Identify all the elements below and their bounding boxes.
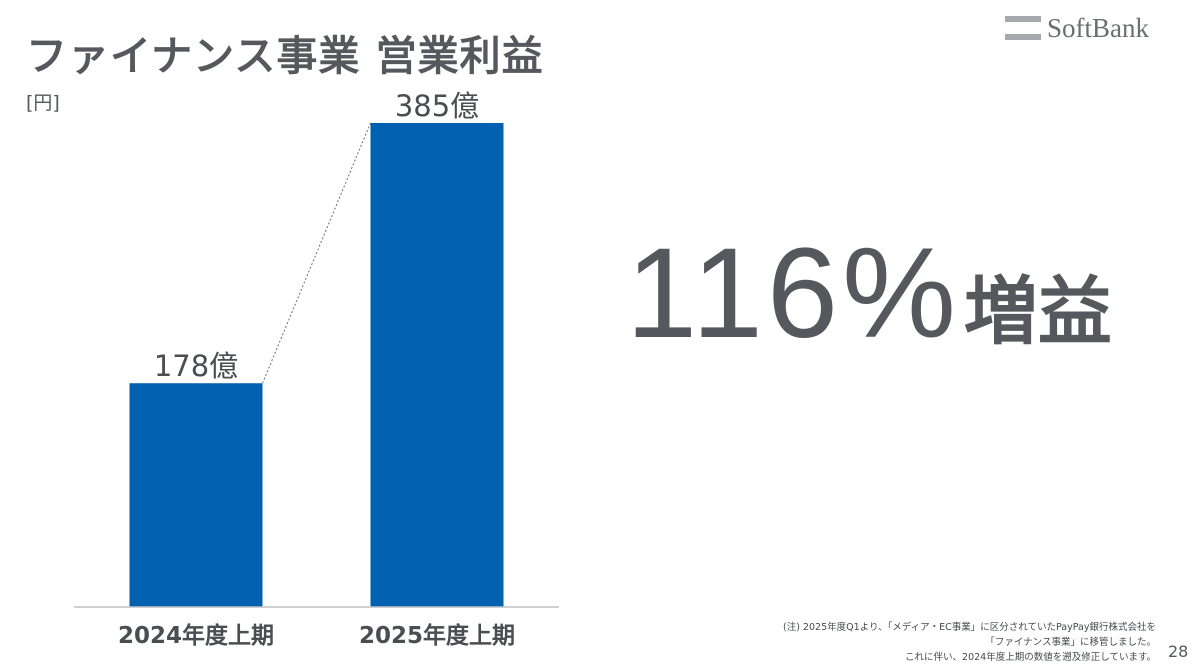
bar-1 xyxy=(129,383,263,607)
page-number: 28 xyxy=(1168,642,1189,661)
data-label-1: 178億 xyxy=(154,349,238,383)
category-label-1: 2024年度上期 xyxy=(118,622,274,649)
logo-text: SoftBank xyxy=(1047,12,1150,43)
bar-chart: 178億 2024年度上期 385億 2025年度上期 xyxy=(74,89,559,649)
growth-suffix: 増益 xyxy=(963,269,1112,355)
softbank-logo-icon xyxy=(1005,16,1041,40)
page-title: ファイナンス事業 営業利益 xyxy=(26,32,544,80)
growth-highlight: 116%増益 xyxy=(626,220,1112,367)
footnote: (注) 2025年度Q1より、「メディア・EC事業」に区分されていたPayPay… xyxy=(783,620,1156,665)
footnote-line-2: 「ファイナンス事業」に移管しました。 xyxy=(985,637,1156,648)
unit-label: [円] xyxy=(26,92,60,114)
growth-connector-line xyxy=(262,122,371,384)
footnote-line-1: (注) 2025年度Q1より、「メディア・EC事業」に区分されていたPayPay… xyxy=(783,622,1156,633)
category-label-2: 2025年度上期 xyxy=(359,622,515,649)
footnote-line-3: これに伴い、2024年度上期の数値を遡及修正しています。 xyxy=(905,652,1156,663)
data-label-2: 385億 xyxy=(395,89,479,123)
growth-percent: 116% xyxy=(626,222,960,365)
bar-2 xyxy=(370,123,504,607)
softbank-logo: SoftBank xyxy=(1005,12,1150,43)
